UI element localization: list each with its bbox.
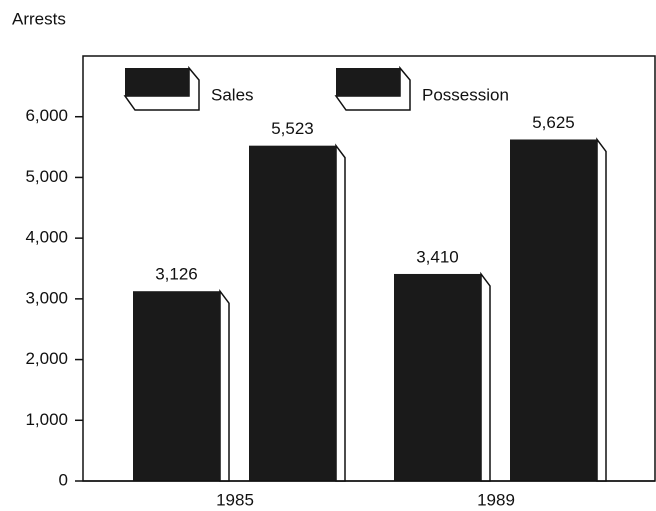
y-tick-label: 5,000 [25,167,68,186]
y-axis-label: Arrests [12,9,66,28]
value-label: 3,410 [416,247,459,266]
bar [249,145,336,482]
bar [133,291,220,481]
y-tick-label: 3,000 [25,288,68,307]
legend-label: Sales [211,85,254,104]
y-tick-label: 4,000 [25,228,68,247]
value-label: 5,523 [271,119,314,138]
bar [394,273,481,481]
bar-side [219,288,230,482]
legend-swatch [125,68,189,96]
y-tick-label: 6,000 [25,106,68,125]
y-tick-label: 1,000 [25,410,68,429]
value-label: 3,126 [155,265,198,284]
y-tick-label: 0 [59,470,68,489]
legend-swatch [336,68,400,96]
bar-side [335,143,346,482]
bar [510,139,597,481]
x-tick-label: 1985 [216,490,254,509]
legend-label: Possession [422,85,509,104]
y-tick-label: 2,000 [25,349,68,368]
bar-side [480,271,491,482]
value-label: 5,625 [532,113,575,132]
bar-side [596,137,607,482]
x-tick-label: 1989 [477,490,515,509]
